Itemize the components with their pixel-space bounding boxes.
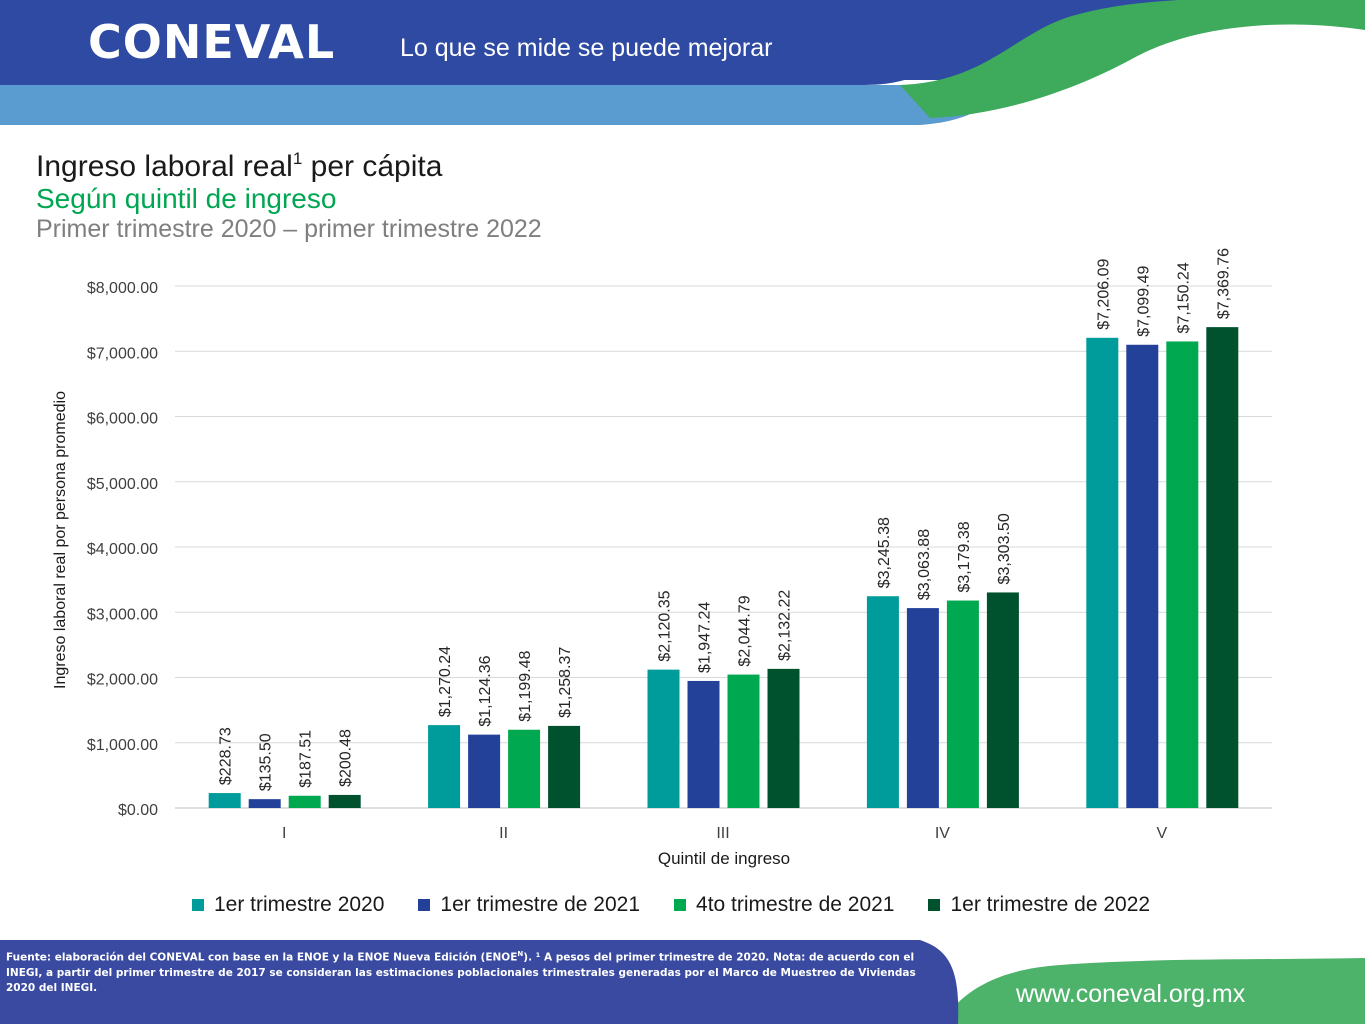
bar	[428, 725, 461, 808]
bar	[767, 668, 800, 808]
footer-background	[0, 940, 1365, 1024]
bar	[1086, 337, 1119, 808]
legend-item: 4to trimestre de 2021	[674, 893, 894, 917]
bar	[866, 596, 899, 808]
y-tick-label: $8,000.00	[87, 280, 158, 297]
chart-title-suffix: per cápita	[302, 150, 443, 183]
chart-title: Ingreso laboral real1 per cápita	[36, 142, 542, 184]
data-label: $7,206.09	[1095, 259, 1112, 330]
data-label: $1,199.48	[517, 650, 534, 721]
bar	[1206, 327, 1239, 808]
data-label: $200.48	[338, 729, 355, 787]
website-link[interactable]: www.coneval.org.mx	[1016, 980, 1246, 1008]
legend-swatch	[674, 899, 687, 911]
x-tick-label: II	[499, 825, 508, 842]
header-background	[0, 0, 1365, 125]
bar	[288, 795, 321, 808]
data-label: $2,044.79	[737, 595, 754, 666]
data-label: $7,369.76	[1215, 248, 1232, 319]
legend-swatch	[928, 899, 941, 911]
bar	[946, 600, 979, 808]
bar	[328, 794, 361, 808]
legend-swatch	[418, 899, 431, 911]
legend-swatch	[192, 899, 204, 911]
header-banner: CONEVAL Lo que se mide se puede mejorar	[0, 0, 1365, 125]
chart-subtitle: Según quintil de ingreso	[36, 183, 337, 214]
bar	[548, 725, 581, 808]
source-footnote: Fuente: elaboración del CONEVAL con base…	[6, 947, 941, 996]
bar	[986, 592, 1019, 808]
y-tick-label: $7,000.00	[87, 345, 158, 362]
y-tick-label: $5,000.00	[87, 476, 158, 493]
y-tick-label: $4,000.00	[87, 541, 158, 558]
data-label: $7,099.49	[1135, 265, 1152, 336]
bar-chart: $0.00 $1,000.00 $2,000.00 $3,000.00 $4,000.0…	[52, 248, 1272, 868]
bar	[468, 734, 501, 808]
bar	[687, 680, 720, 808]
data-label: $228.73	[218, 727, 235, 785]
legend-label: 4to trimestre de 2021	[696, 893, 895, 916]
data-label: $1,258.37	[557, 647, 574, 718]
legend-item: 1er trimestre 2020	[192, 893, 384, 917]
x-tick-label: I	[282, 825, 286, 842]
legend-label: 1er trimestre de 2022	[950, 893, 1151, 916]
footnote-superscript: N	[517, 950, 524, 958]
y-tick-label: $3,000.00	[87, 606, 158, 623]
data-label: $2,132.22	[777, 590, 794, 661]
data-label: $135.50	[258, 733, 275, 791]
y-tick-label: $2,000.00	[87, 672, 158, 689]
y-tick-label: $1,000.00	[87, 737, 158, 754]
bar	[208, 793, 241, 808]
chart-title-text: Ingreso laboral real	[36, 150, 293, 183]
data-label: $3,063.88	[916, 529, 933, 600]
data-label: $7,150.24	[1175, 262, 1192, 333]
data-label: $3,303.50	[996, 513, 1013, 584]
bar	[1166, 341, 1199, 808]
header-tagline: Lo que se mide se puede mejorar	[400, 34, 773, 62]
chart-legend: 1er trimestre 2020 1er trimestre de 2021 4…	[192, 893, 1184, 917]
x-axis-label: Quintil de ingreso	[658, 849, 790, 868]
footer-banner: Fuente: elaboración del CONEVAL con base…	[0, 940, 1365, 1024]
bar	[727, 674, 760, 808]
data-label: $2,120.35	[657, 590, 674, 661]
y-axis-label: Ingreso laboral real por persona promedi…	[52, 391, 69, 689]
y-tick-label: $0.00	[118, 802, 158, 819]
footnote-text-2: ). ¹ A pesos del primer trimestre de 202…	[6, 951, 916, 994]
data-label: $3,245.38	[876, 517, 893, 588]
chart-title-superscript: 1	[292, 149, 303, 168]
legend-label: 1er trimestre 2020	[214, 893, 385, 916]
data-label: $1,270.24	[437, 646, 454, 717]
legend-item: 1er trimestre de 2021	[418, 893, 640, 917]
chart-period: Primer trimestre 2020 – primer trimestre…	[36, 215, 542, 243]
legend-label: 1er trimestre de 2021	[440, 893, 641, 916]
data-label: $187.51	[298, 730, 315, 788]
data-label: $3,179.38	[956, 521, 973, 592]
bar	[248, 799, 281, 808]
x-tick-label: III	[716, 825, 729, 842]
x-tick-label: V	[1156, 825, 1167, 842]
coneval-logo: CONEVAL	[88, 15, 336, 69]
bar	[1126, 344, 1159, 808]
bar	[647, 669, 680, 808]
bar	[906, 608, 939, 808]
y-tick-label: $6,000.00	[87, 411, 158, 428]
title-block: Ingreso laboral real1 per cápita Según q…	[36, 142, 542, 244]
bar	[508, 729, 541, 808]
legend-item: 1er trimestre de 2022	[928, 893, 1150, 917]
x-tick-label: IV	[935, 825, 950, 842]
footnote-text-1: Fuente: elaboración del CONEVAL con base…	[6, 951, 518, 964]
data-label: $1,124.36	[477, 655, 494, 726]
data-label: $1,947.24	[697, 602, 714, 673]
